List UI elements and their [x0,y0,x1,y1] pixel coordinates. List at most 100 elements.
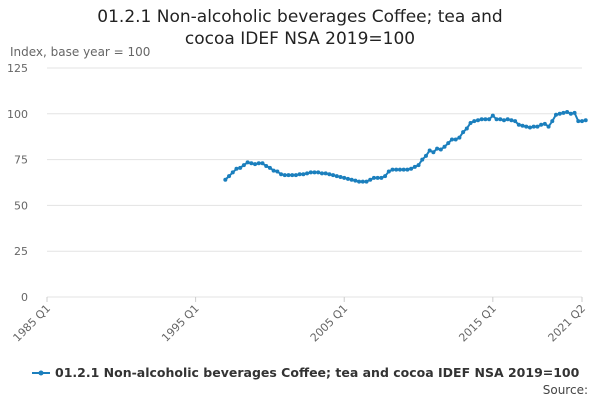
data-point [308,170,313,175]
data-point [542,121,547,126]
data-point [427,148,432,153]
data-point [267,165,272,170]
data-point [312,170,317,175]
data-point [279,172,284,177]
data-point [565,109,570,114]
data-point [245,160,250,165]
data-point [383,174,388,179]
legend-label: 01.2.1 Non-alcoholic beverages Coffee; t… [55,365,580,380]
data-point [449,137,454,142]
data-point [334,174,339,179]
data-point [524,124,529,129]
data-point [513,119,518,124]
data-point [527,125,532,130]
data-point [394,167,399,172]
data-point [446,141,451,146]
data-point [409,166,414,171]
data-point [475,118,480,123]
data-point [342,175,347,180]
series-line [224,110,586,183]
data-point [583,118,588,123]
data-point [397,167,402,172]
data-point [353,178,358,183]
legend-marker [38,370,44,376]
data-point [487,117,492,122]
data-point [238,165,243,170]
data-point [501,118,506,123]
data-point [368,177,373,182]
data-point [375,175,380,180]
data-point [438,147,443,152]
source: Source: [543,383,588,397]
data-point [435,146,440,151]
y-axis-label: Index, base year = 100 [10,45,150,59]
data-point [494,117,499,122]
data-point [327,172,332,177]
data-point [286,173,291,178]
data-point [390,167,395,172]
data-point [386,169,391,174]
data-point [531,124,536,129]
data-point [546,124,551,129]
data-point [256,161,261,166]
x-tick-label: 2005 Q1 [308,302,351,345]
data-point [323,171,328,176]
y-tick-label: 100 [7,108,28,121]
data-point [553,112,558,117]
data-point [468,120,473,125]
chart-title: 01.2.1 Non-alcoholic beverages Coffee; t… [97,7,503,49]
data-point [360,179,365,184]
x-tick-label: 1995 Q1 [159,302,202,345]
data-point [331,173,336,178]
data-point [338,175,343,180]
x-tick-label: 2015 Q1 [456,302,499,345]
data-point [234,166,239,171]
data-point [412,164,417,169]
data-point [371,175,376,180]
data-point [539,122,544,127]
x-tick-label: 2021 Q2 [546,302,589,345]
data-point [472,119,477,124]
data-point [479,117,484,122]
y-tick-label: 25 [14,245,28,258]
data-point [431,150,436,155]
data-point [442,144,447,149]
data-point [498,117,503,122]
data-point [416,163,421,168]
data-point [319,171,324,176]
data-point [490,113,495,118]
data-point [509,118,514,123]
x-tick-label: 1985 Q1 [11,302,54,345]
y-tick-label: 50 [14,199,28,212]
data-point [290,173,295,178]
data-point [249,161,254,166]
data-point [271,168,276,173]
data-point [227,174,232,179]
data-point [520,123,525,128]
data-point [457,135,462,140]
data-point [535,124,540,129]
data-point [253,162,258,167]
y-tick-label: 75 [14,154,28,167]
y-tick-label: 125 [7,62,28,75]
data-point [282,173,287,178]
data-point [241,163,246,168]
data-point [301,172,306,177]
data-point [316,170,321,175]
data-point [580,119,584,124]
data-point [230,170,235,175]
data-point [461,130,466,135]
data-point [572,110,577,115]
data-point [223,177,228,182]
data-point [550,119,555,124]
data-point [264,164,269,169]
data-point [260,161,265,166]
data-point [557,111,562,116]
data-point [357,179,362,184]
data-point [401,167,406,172]
data-point [297,172,302,177]
data-point [423,153,428,158]
data-point [483,117,488,122]
